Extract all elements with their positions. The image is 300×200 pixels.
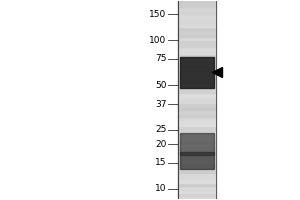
Bar — [178, 7, 216, 11]
Bar — [178, 21, 216, 24]
Bar — [178, 4, 216, 7]
Bar — [180, 152, 214, 169]
Bar — [178, 196, 216, 199]
Bar — [178, 136, 216, 140]
Bar — [180, 133, 214, 155]
Text: 20: 20 — [155, 140, 166, 149]
Bar — [178, 179, 216, 183]
Bar — [178, 176, 216, 179]
Bar — [178, 57, 216, 60]
Bar — [178, 103, 216, 107]
Text: 37: 37 — [155, 100, 167, 109]
Bar — [180, 57, 214, 88]
Text: 75: 75 — [155, 54, 167, 63]
Bar — [178, 93, 216, 97]
Bar — [178, 1, 216, 199]
Bar — [178, 166, 216, 170]
Text: 50: 50 — [155, 81, 167, 90]
Bar — [178, 123, 216, 126]
Bar — [178, 140, 216, 143]
Bar — [178, 64, 216, 67]
Text: 25: 25 — [155, 125, 166, 134]
Bar — [178, 156, 216, 160]
Bar — [178, 70, 216, 74]
Bar — [178, 189, 216, 193]
Bar — [178, 67, 216, 70]
Bar — [178, 37, 216, 40]
Bar — [178, 47, 216, 50]
Text: 10: 10 — [155, 184, 167, 193]
Bar — [178, 163, 216, 166]
Bar — [178, 170, 216, 173]
Bar — [178, 160, 216, 163]
Bar — [178, 14, 216, 17]
Bar — [178, 130, 216, 133]
Bar — [178, 80, 216, 83]
Bar — [178, 11, 216, 14]
Bar — [178, 120, 216, 123]
Bar — [178, 117, 216, 120]
Bar — [178, 186, 216, 189]
Bar — [178, 17, 216, 21]
Bar — [178, 30, 216, 34]
Bar — [178, 24, 216, 27]
Bar — [178, 34, 216, 37]
Bar — [178, 143, 216, 146]
Bar — [178, 77, 216, 80]
Bar — [178, 153, 216, 156]
Bar — [178, 107, 216, 110]
Text: 15: 15 — [155, 158, 167, 167]
Bar — [178, 133, 216, 136]
Bar — [178, 146, 216, 150]
Bar — [178, 193, 216, 196]
Bar — [178, 74, 216, 77]
Bar — [178, 100, 216, 103]
Bar — [178, 54, 216, 57]
Bar — [178, 150, 216, 153]
Text: 100: 100 — [149, 36, 166, 45]
Bar — [178, 50, 216, 54]
Bar — [178, 40, 216, 44]
Bar — [178, 183, 216, 186]
Bar — [178, 60, 216, 64]
Bar — [178, 113, 216, 117]
Bar — [178, 110, 216, 113]
Bar — [178, 83, 216, 87]
Bar — [178, 97, 216, 100]
Bar — [178, 87, 216, 90]
Bar — [178, 126, 216, 130]
Bar — [178, 173, 216, 176]
Bar — [178, 27, 216, 30]
Text: 150: 150 — [149, 10, 166, 19]
Bar — [178, 90, 216, 93]
Bar — [178, 1, 216, 4]
Bar — [178, 44, 216, 47]
